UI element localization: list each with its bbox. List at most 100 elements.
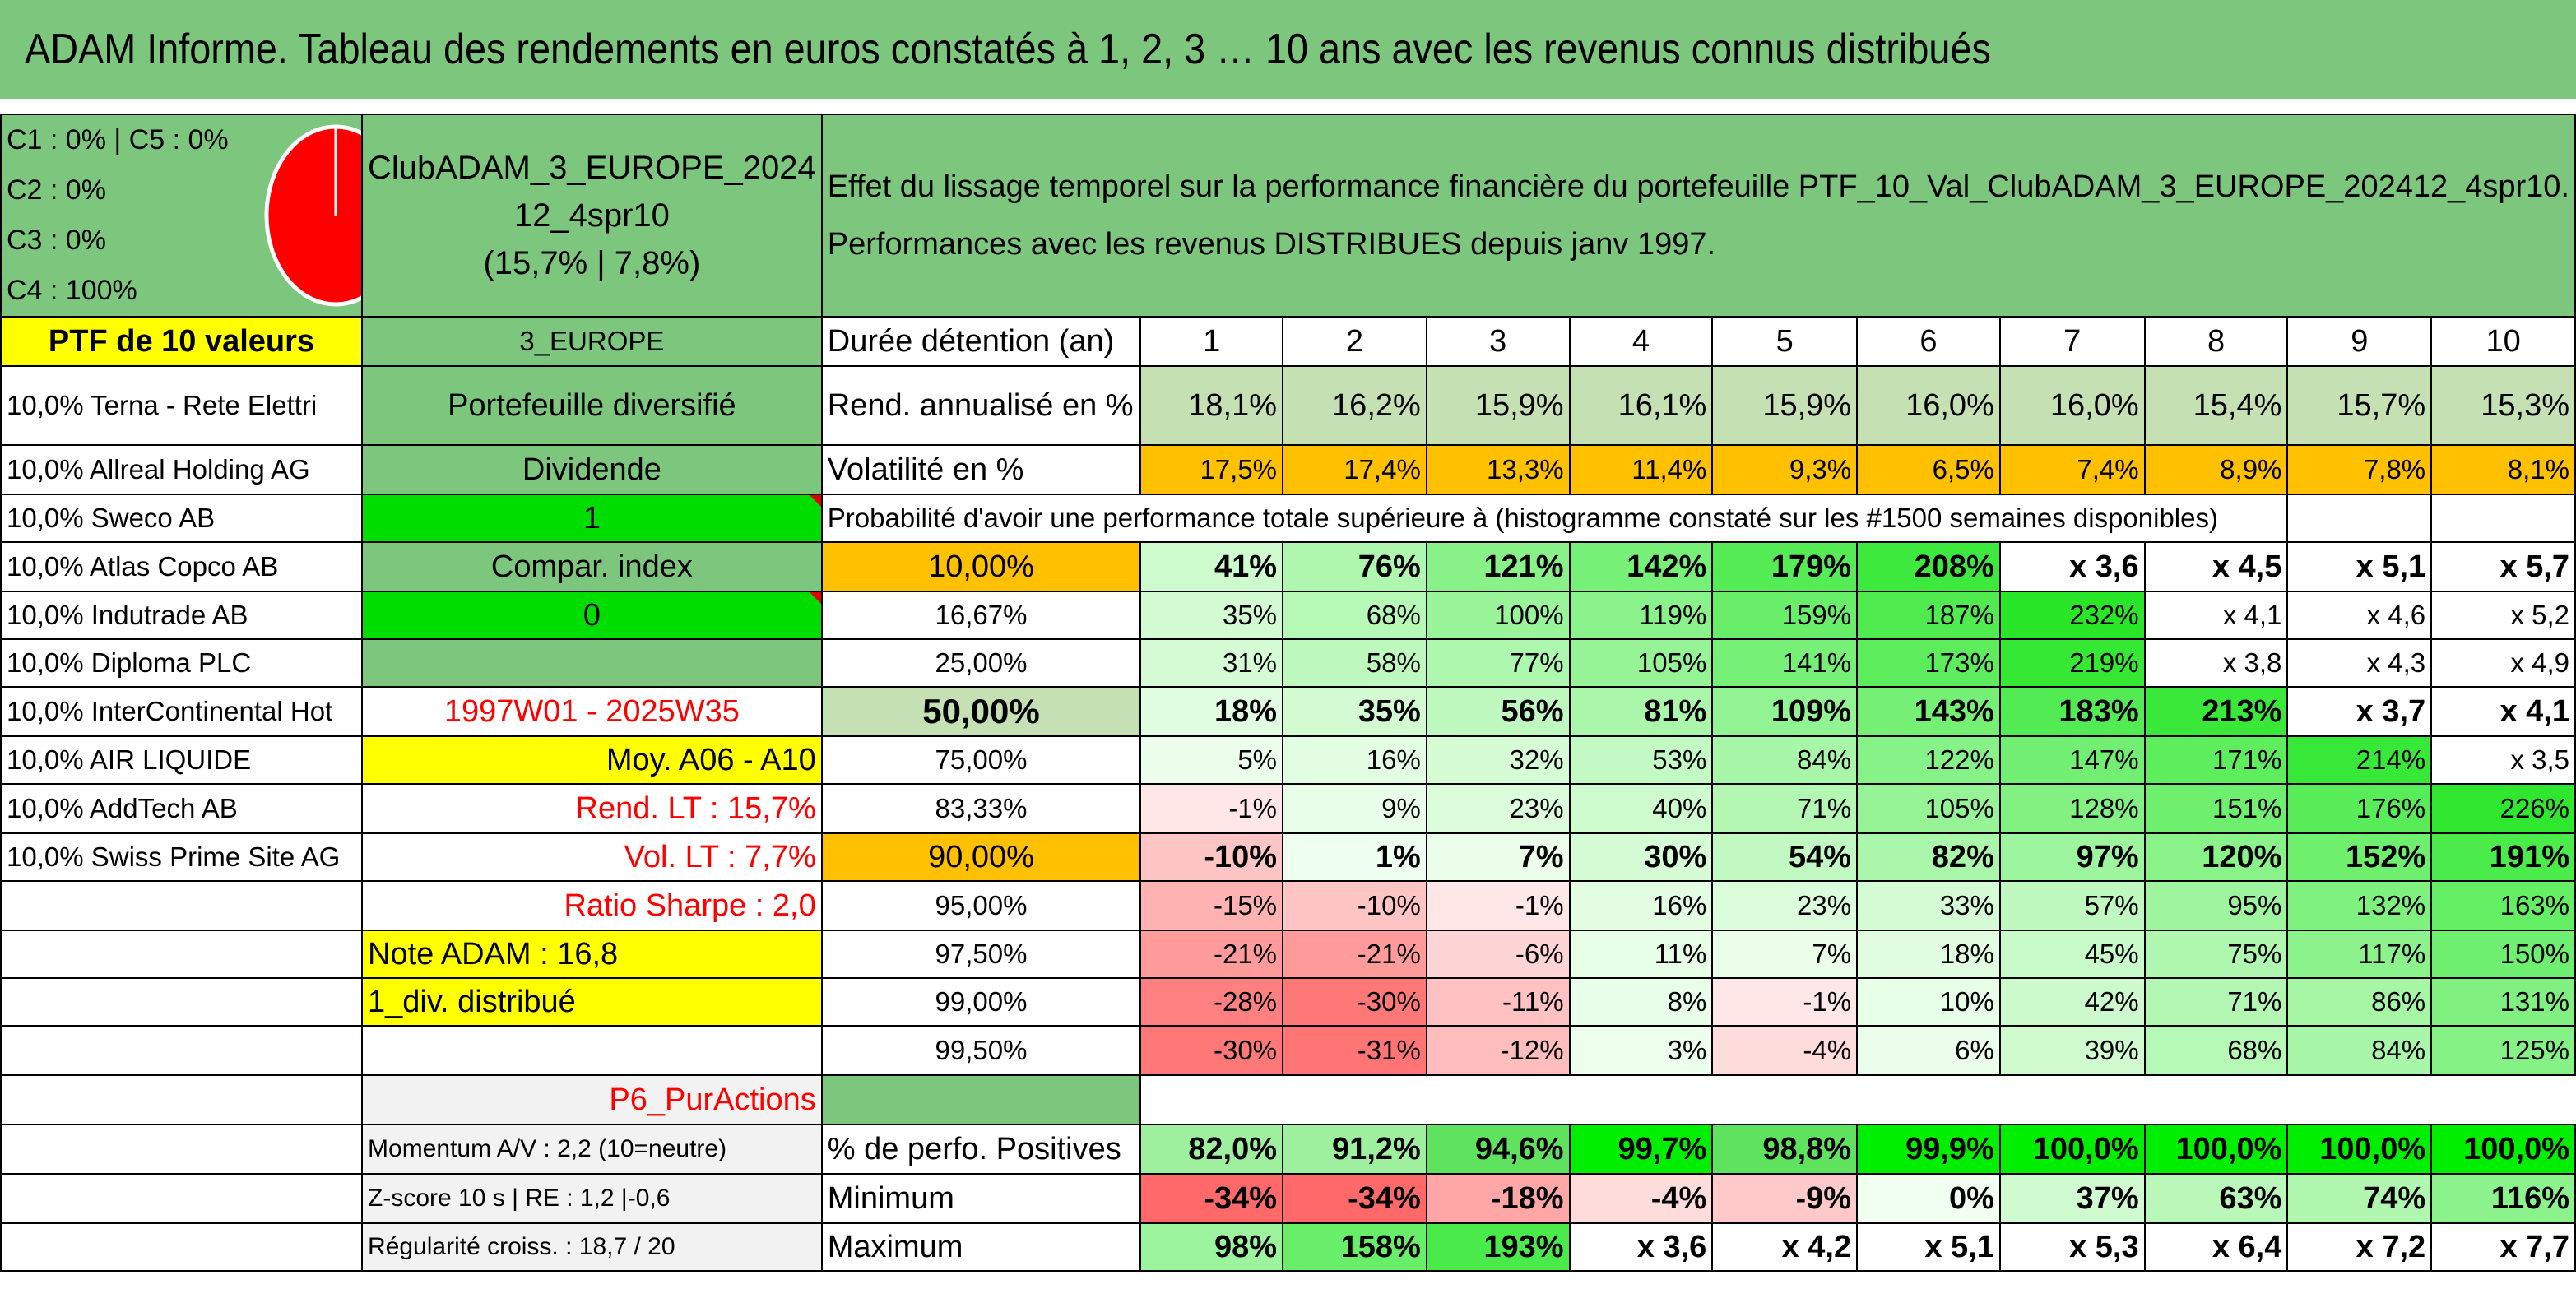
- holding-name[interactable]: 10,0% Swiss Prime Site AG: [0, 832, 364, 882]
- year-header[interactable]: 4: [1568, 316, 1714, 367]
- holding-name[interactable]: 10,0% Indutrade AB: [0, 591, 364, 640]
- region-cell[interactable]: 3_EUROPE: [361, 316, 823, 367]
- probability-value[interactable]: 5%: [1139, 735, 1284, 785]
- probability-value[interactable]: x 4,5: [2143, 541, 2289, 592]
- probability-value[interactable]: x 4,1: [2143, 591, 2289, 640]
- empty-cell[interactable]: [361, 638, 823, 688]
- probability-value[interactable]: 86%: [2286, 977, 2433, 1027]
- year-header[interactable]: 7: [1998, 316, 2146, 367]
- portfolio-type[interactable]: Portefeuille diversifié: [361, 365, 823, 446]
- probability-value[interactable]: x 4,6: [2286, 591, 2433, 640]
- probability-value[interactable]: 143%: [1856, 686, 2001, 737]
- probability-value[interactable]: x 3,6: [1998, 541, 2146, 592]
- rend-value[interactable]: 16,0%: [1998, 365, 2146, 446]
- rend-label[interactable]: Rend. annualisé en %: [820, 365, 1142, 446]
- probability-value[interactable]: 179%: [1711, 541, 1859, 592]
- holding-name[interactable]: 10,0% AddTech AB: [0, 783, 364, 834]
- probability-value[interactable]: x 5,1: [2286, 541, 2433, 592]
- positive-value[interactable]: 100,0%: [2143, 1124, 2289, 1175]
- probability-value[interactable]: -30%: [1139, 1025, 1284, 1076]
- empty-cell[interactable]: [0, 1025, 364, 1076]
- probability-value[interactable]: 56%: [1425, 686, 1571, 737]
- positive-value[interactable]: 82,0%: [1139, 1124, 1284, 1175]
- probability-value[interactable]: 163%: [2430, 880, 2576, 931]
- maximum-value[interactable]: x 7,2: [2286, 1222, 2433, 1272]
- vol-value[interactable]: 13,3%: [1425, 444, 1571, 495]
- probability-value[interactable]: 57%: [1998, 880, 2146, 931]
- probability-value[interactable]: 219%: [1998, 638, 2146, 688]
- probability-value[interactable]: -10%: [1282, 880, 1427, 931]
- probability-value[interactable]: 30%: [1568, 832, 1714, 882]
- probability-value[interactable]: 53%: [1568, 735, 1714, 785]
- rend-value[interactable]: 15,9%: [1711, 365, 1859, 446]
- probability-value[interactable]: 150%: [2430, 930, 2576, 979]
- empty-cell[interactable]: [820, 1074, 1142, 1125]
- maximum-value[interactable]: 98%: [1139, 1222, 1284, 1272]
- probability-value[interactable]: 58%: [1282, 638, 1427, 688]
- probability-value[interactable]: x 5,2: [2430, 591, 2576, 640]
- income-value[interactable]: 1: [361, 494, 823, 543]
- empty-cell[interactable]: [0, 880, 364, 931]
- maximum-value[interactable]: x 5,1: [1856, 1222, 2001, 1272]
- rend-value[interactable]: 16,2%: [1282, 365, 1427, 446]
- vol-value[interactable]: 6,5%: [1856, 444, 2001, 495]
- probability-value[interactable]: -31%: [1282, 1025, 1427, 1076]
- minimum-value[interactable]: 37%: [1998, 1173, 2146, 1224]
- description-cell[interactable]: Effet du lissage temporel sur la perform…: [820, 114, 2576, 318]
- probability-value[interactable]: -21%: [1282, 930, 1427, 979]
- minimum-value[interactable]: 74%: [2286, 1173, 2433, 1224]
- probability-threshold[interactable]: 99,00%: [820, 977, 1142, 1027]
- empty-cell[interactable]: [0, 977, 364, 1027]
- rend-lt[interactable]: Rend. LT : 15,7%: [361, 783, 823, 834]
- vol-value[interactable]: 9,3%: [1711, 444, 1859, 495]
- probability-value[interactable]: -1%: [1711, 977, 1859, 1027]
- probability-value[interactable]: 75%: [2143, 930, 2289, 979]
- maximum-value[interactable]: 158%: [1282, 1222, 1427, 1272]
- income-type[interactable]: Dividende: [361, 444, 823, 495]
- probability-value[interactable]: 171%: [2143, 735, 2289, 785]
- minimum-value[interactable]: -9%: [1711, 1173, 1859, 1224]
- year-header[interactable]: 8: [2143, 316, 2289, 367]
- maximum-value[interactable]: 193%: [1425, 1222, 1571, 1272]
- probability-value[interactable]: x 4,1: [2430, 686, 2576, 737]
- probability-value[interactable]: 8%: [1568, 977, 1714, 1027]
- probability-value[interactable]: 68%: [1282, 591, 1427, 640]
- probability-threshold[interactable]: 83,33%: [820, 783, 1142, 834]
- probability-value[interactable]: 208%: [1856, 541, 2001, 592]
- rend-value[interactable]: 18,1%: [1139, 365, 1284, 446]
- probability-value[interactable]: 32%: [1425, 735, 1571, 785]
- maximum-value[interactable]: x 4,2: [1711, 1222, 1859, 1272]
- probability-value[interactable]: 132%: [2286, 880, 2433, 931]
- positive-value[interactable]: 99,9%: [1856, 1124, 2001, 1175]
- probability-value[interactable]: -11%: [1425, 977, 1571, 1027]
- rend-value[interactable]: 16,1%: [1568, 365, 1714, 446]
- positive-value[interactable]: 98,8%: [1711, 1124, 1859, 1175]
- rend-value[interactable]: 15,7%: [2286, 365, 2433, 446]
- year-header[interactable]: 2: [1282, 316, 1427, 367]
- probability-value[interactable]: 71%: [2143, 977, 2289, 1027]
- probability-value[interactable]: 16%: [1282, 735, 1427, 785]
- probability-value[interactable]: 105%: [1568, 638, 1714, 688]
- probability-value[interactable]: x 4,9: [2430, 638, 2576, 688]
- empty-cell[interactable]: [2430, 494, 2576, 543]
- positive-value[interactable]: 99,7%: [1568, 1124, 1714, 1175]
- vol-label[interactable]: Volatilité en %: [820, 444, 1142, 495]
- rend-value[interactable]: 15,3%: [2430, 365, 2576, 446]
- probability-value[interactable]: 213%: [2143, 686, 2289, 737]
- maximum-label[interactable]: Maximum: [820, 1222, 1142, 1272]
- probability-value[interactable]: 142%: [1568, 541, 1714, 592]
- probability-value[interactable]: -12%: [1425, 1025, 1571, 1076]
- year-header[interactable]: 5: [1711, 316, 1859, 367]
- minimum-value[interactable]: 63%: [2143, 1173, 2289, 1224]
- holding-name[interactable]: 10,0% AIR LIQUIDE: [0, 735, 364, 785]
- maximum-value[interactable]: x 7,7: [2430, 1222, 2576, 1272]
- probability-value[interactable]: -1%: [1425, 880, 1571, 931]
- dividend-info[interactable]: 1_div. distribué: [361, 977, 823, 1027]
- vol-value[interactable]: 8,9%: [2143, 444, 2289, 495]
- probability-value[interactable]: 232%: [1998, 591, 2146, 640]
- probability-value[interactable]: x 4,3: [2286, 638, 2433, 688]
- minimum-label[interactable]: Minimum: [820, 1173, 1142, 1224]
- empty-cell[interactable]: [0, 1124, 364, 1175]
- year-header[interactable]: 9: [2286, 316, 2433, 367]
- moy-label[interactable]: Moy. A06 - A10: [361, 735, 823, 785]
